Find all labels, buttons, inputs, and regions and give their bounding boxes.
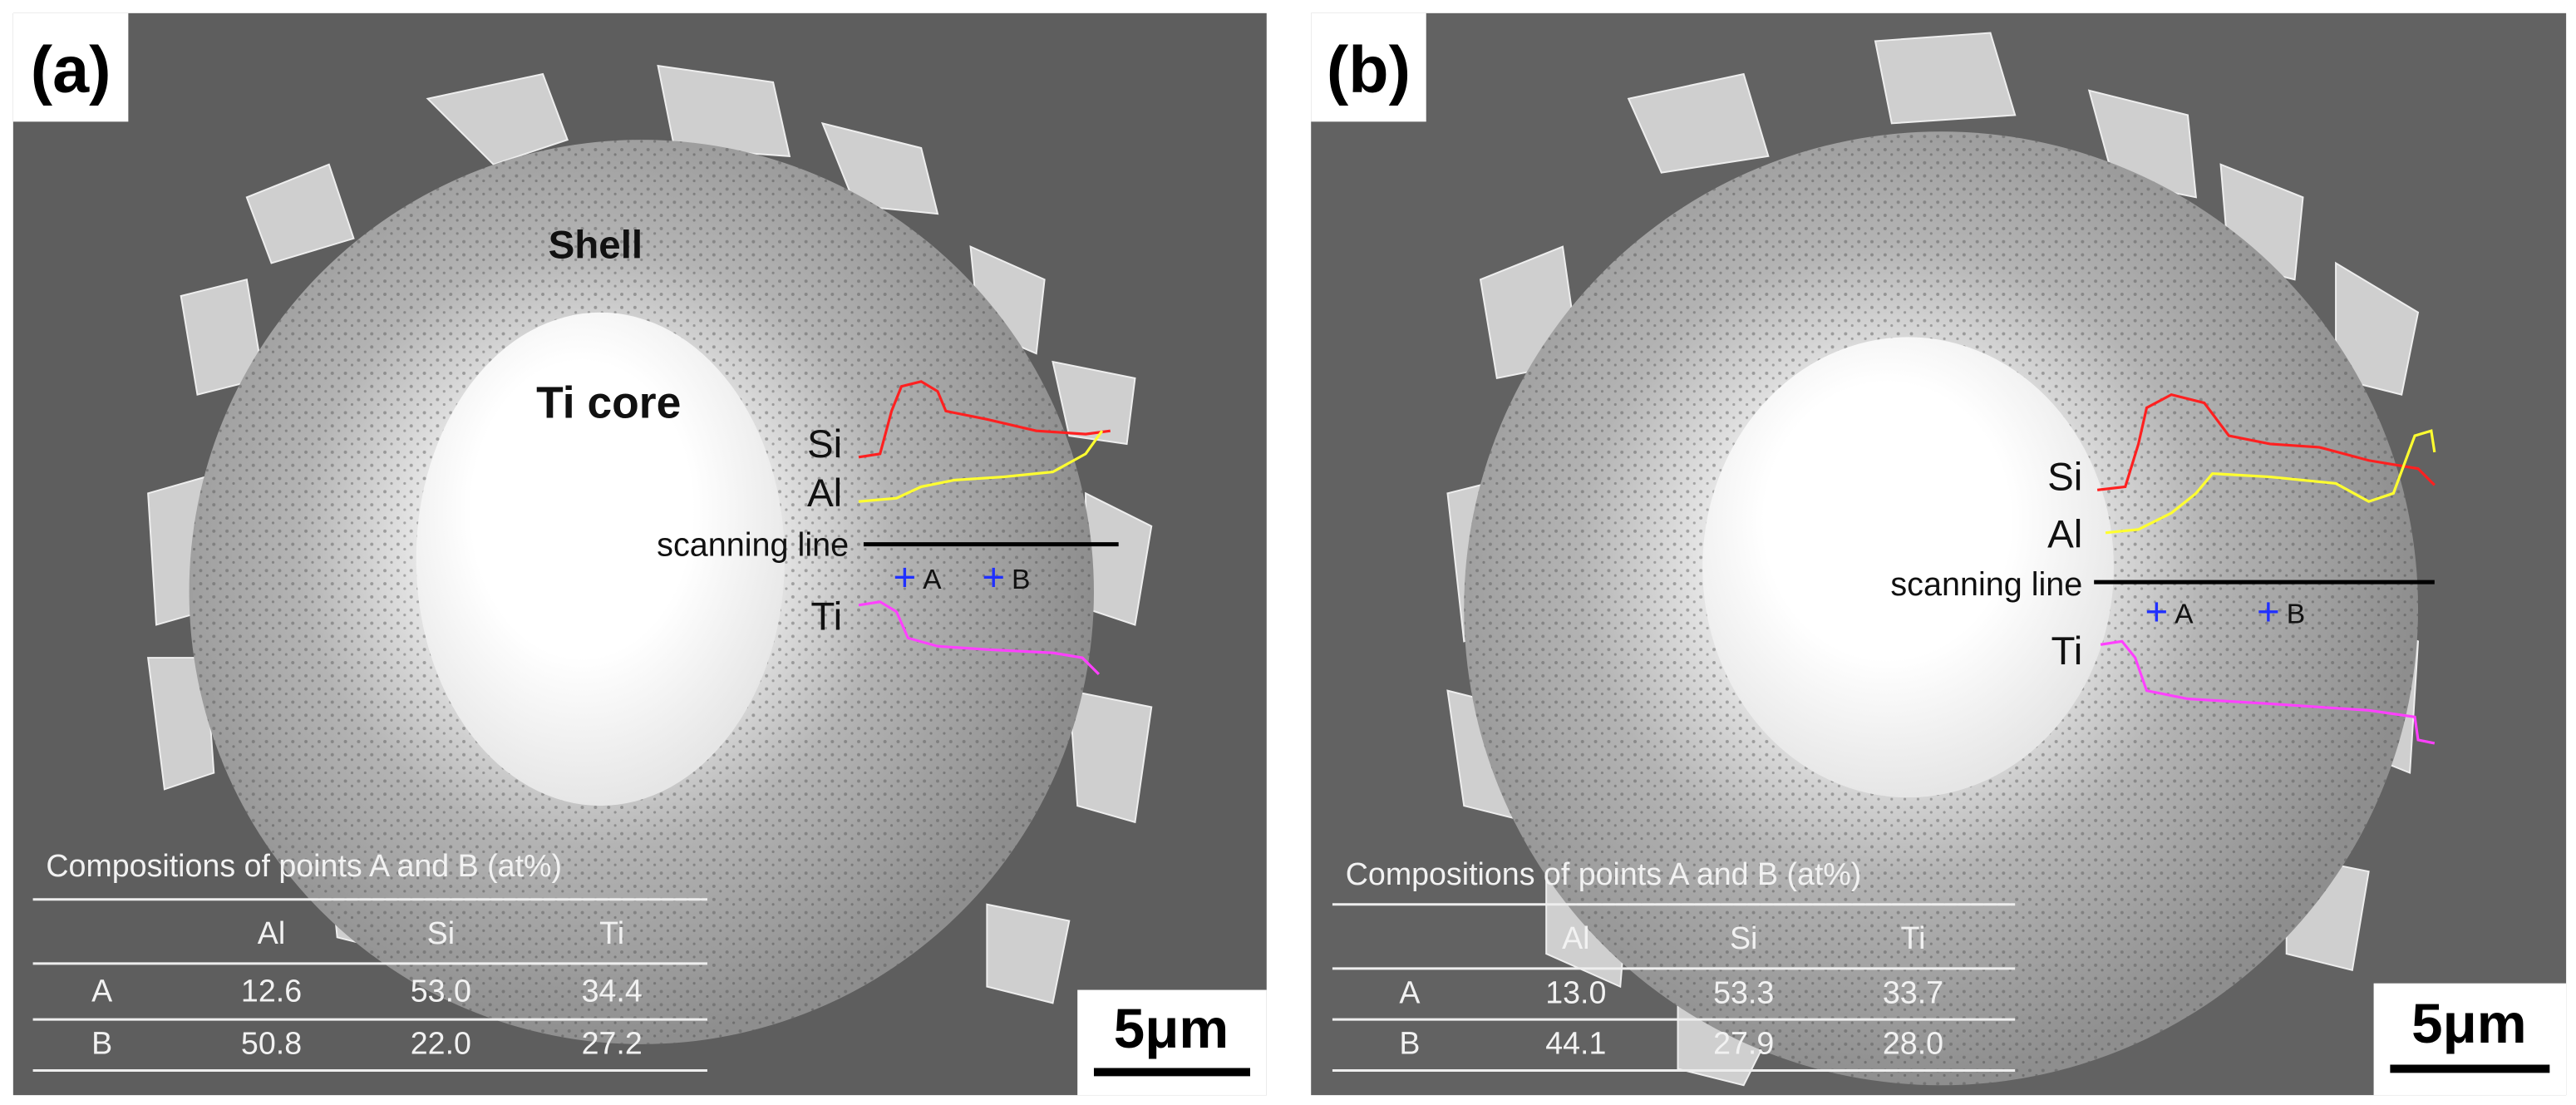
ti-profile bbox=[2100, 639, 2436, 745]
si-label: Si bbox=[2047, 455, 2082, 499]
table-cell: B bbox=[1399, 1026, 1420, 1061]
point-label: A bbox=[2175, 599, 2194, 630]
table-cell: A bbox=[91, 973, 112, 1008]
al-profile bbox=[2105, 429, 2436, 535]
ti-core bbox=[416, 312, 785, 807]
table-cell: 27.9 bbox=[1713, 1026, 1774, 1061]
point-marker: + bbox=[982, 555, 1005, 599]
ti-core bbox=[1702, 337, 2114, 798]
al-profile bbox=[858, 430, 1104, 503]
table-cell: 50.8 bbox=[241, 1026, 302, 1061]
point-marker: + bbox=[2257, 590, 2280, 634]
point-label: B bbox=[2287, 599, 2305, 630]
table-header: Ti bbox=[1901, 920, 1926, 955]
table-cell: 53.3 bbox=[1713, 974, 1774, 1009]
point-marker: + bbox=[894, 555, 917, 599]
shell-label: Shell bbox=[549, 224, 643, 268]
table-cell: A bbox=[1399, 974, 1420, 1009]
table-header: Si bbox=[427, 915, 455, 950]
table-cell: 44.1 bbox=[1545, 1026, 1606, 1061]
panel-a: (a) Shell Ti core Si Al scanning line Ti… bbox=[12, 12, 1267, 1096]
table-cell: 13.0 bbox=[1545, 974, 1606, 1009]
point-label: B bbox=[1012, 565, 1030, 595]
table-header: Ti bbox=[599, 915, 624, 950]
table-cell: 28.0 bbox=[1883, 1026, 1943, 1061]
crystals bbox=[146, 64, 1153, 1004]
core-label: Ti core bbox=[536, 378, 681, 427]
table-title: Compositions of points A and B (at%) bbox=[46, 848, 562, 883]
point-label: A bbox=[923, 565, 942, 595]
ti-profile bbox=[858, 600, 1101, 675]
table-cell: 33.7 bbox=[1883, 974, 1943, 1009]
scale-box bbox=[1077, 989, 1267, 1096]
composition-table: Compositions of points A and B (at%) Al … bbox=[1332, 856, 2016, 1072]
table-cell: B bbox=[91, 1026, 112, 1061]
al-label: Al bbox=[2047, 513, 2082, 557]
si-label: Si bbox=[807, 422, 842, 466]
si-profile bbox=[2096, 392, 2436, 491]
label-box bbox=[1311, 12, 1426, 122]
table-header: Al bbox=[1562, 920, 1589, 955]
scan-line-label: scanning line bbox=[657, 526, 849, 563]
scale-label: 5μm bbox=[1114, 998, 1229, 1060]
scan-line-label: scanning line bbox=[1890, 566, 2082, 603]
panel-label: (b) bbox=[1327, 32, 1411, 106]
scale-label: 5μm bbox=[2411, 993, 2526, 1055]
table-cell: 53.0 bbox=[411, 973, 471, 1008]
table-header: Si bbox=[1730, 920, 1757, 955]
label-box bbox=[12, 12, 129, 122]
table-cell: 34.4 bbox=[582, 973, 643, 1008]
ti-label: Ti bbox=[810, 594, 842, 639]
table-header: Al bbox=[258, 915, 285, 950]
table-title: Compositions of points A and B (at%) bbox=[1346, 856, 1862, 891]
panel-label: (a) bbox=[31, 32, 111, 106]
panel-b: (b) Si Al scanning line Ti + A + B Compo… bbox=[1311, 12, 2567, 1096]
al-label: Al bbox=[807, 471, 842, 516]
table-cell: 12.6 bbox=[241, 973, 302, 1008]
point-marker: + bbox=[2145, 590, 2169, 634]
ti-label: Ti bbox=[2051, 629, 2083, 673]
table-cell: 22.0 bbox=[411, 1026, 471, 1061]
table-cell: 27.2 bbox=[582, 1026, 643, 1061]
composition-table: Compositions of points A and B (at%) Al … bbox=[32, 848, 707, 1072]
scale-box bbox=[2373, 983, 2567, 1096]
si-profile bbox=[858, 380, 1111, 459]
